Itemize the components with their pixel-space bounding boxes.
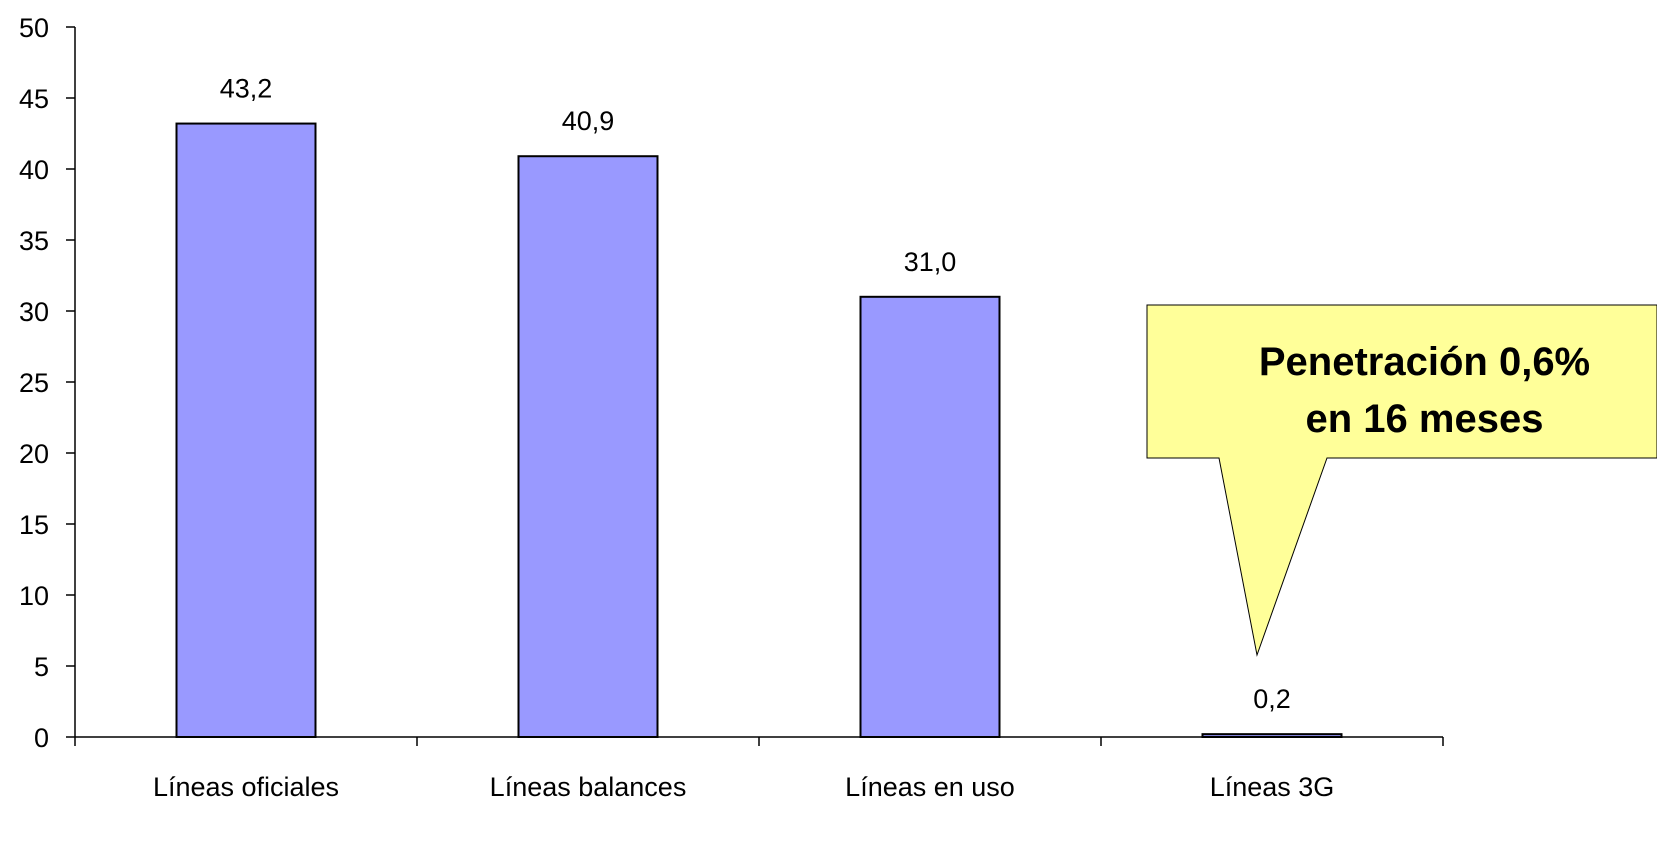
data-label: 0,2: [1253, 684, 1291, 714]
callout-line-2: en 16 meses: [1305, 397, 1544, 441]
callout-layer: [1146, 304, 1657, 657]
bars-layer: [175, 122, 1343, 739]
y-tick-label: 30: [19, 297, 49, 327]
callout-annotation-text: Penetración 0,6% en 16 meses: [1212, 334, 1637, 448]
data-label: 31,0: [904, 247, 957, 277]
bar: [1201, 733, 1343, 738]
data-label: 43,2: [220, 74, 273, 104]
y-tick-label: 40: [19, 155, 49, 185]
y-tick-label: 0: [34, 723, 49, 753]
x-tick-label: Líneas oficiales: [153, 772, 339, 802]
y-tick-label: 25: [19, 368, 49, 398]
callout-balloon: [1146, 304, 1657, 657]
x-tick-label: Líneas balances: [490, 772, 687, 802]
bar: [517, 155, 659, 739]
bar: [175, 122, 317, 738]
x-tick-label: Líneas en uso: [845, 772, 1015, 802]
bar: [859, 295, 1001, 738]
callout-line-1: Penetración 0,6%: [1258, 340, 1591, 384]
y-tick-label: 50: [19, 13, 49, 43]
y-tick-label: 35: [19, 226, 49, 256]
labels-layer: 0 5 10 15 20 25 30 35 40 45 50 43,2 Líneas oficiales…: [19, 13, 1334, 802]
y-tick-label: 20: [19, 439, 49, 469]
x-tick-label: Líneas 3G: [1210, 772, 1335, 802]
y-tick-label: 15: [19, 510, 49, 540]
y-tick-label: 45: [19, 84, 49, 114]
y-tick-label: 10: [19, 581, 49, 611]
y-tick-label: 5: [34, 652, 49, 682]
data-label: 40,9: [562, 106, 615, 136]
